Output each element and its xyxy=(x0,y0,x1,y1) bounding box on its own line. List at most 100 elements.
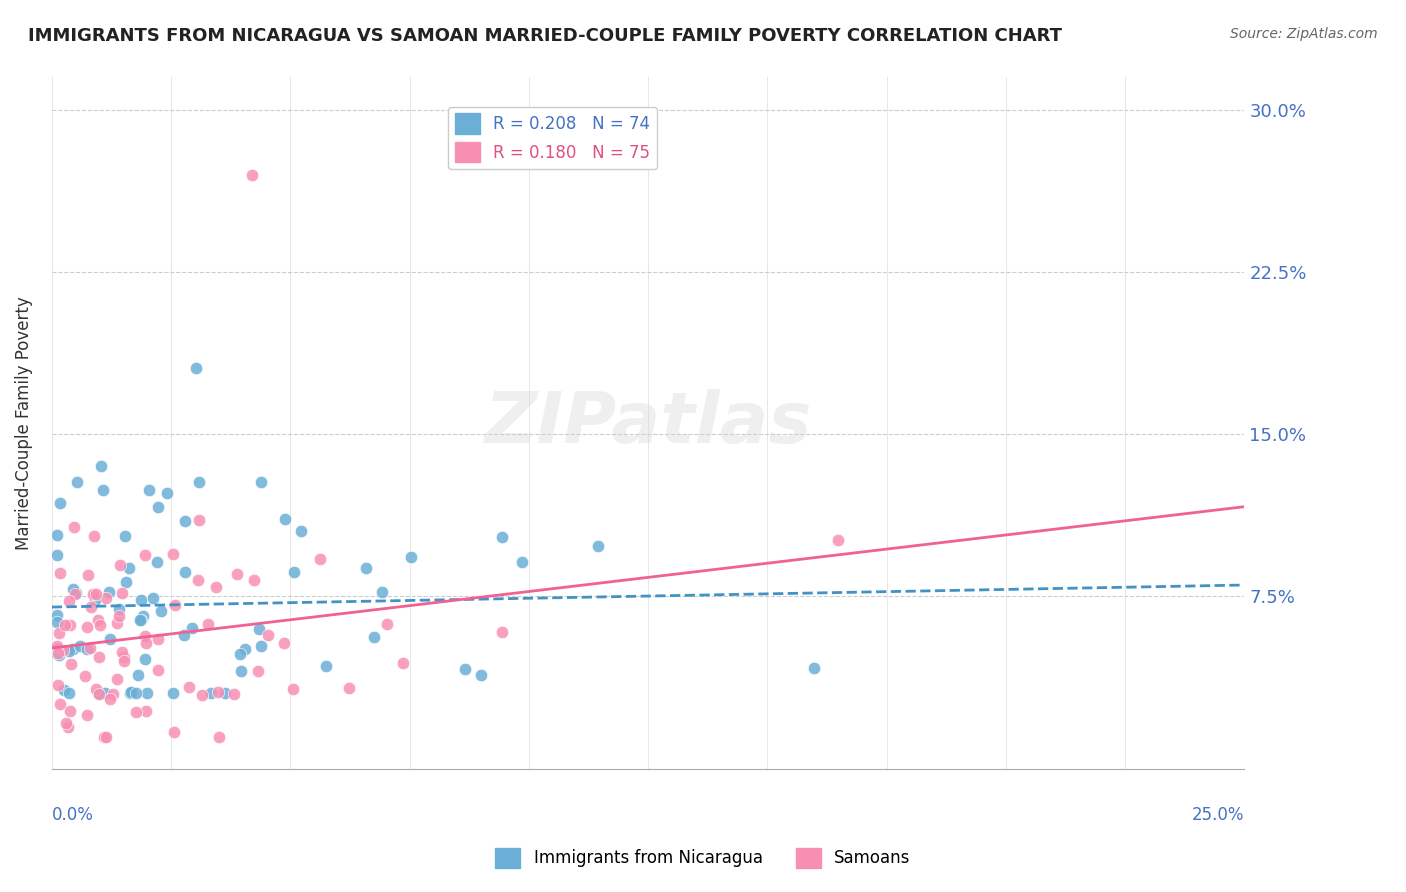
Point xyxy=(60,657,83,671)
Point xyxy=(250,475,273,490)
Point xyxy=(49,496,72,510)
Point xyxy=(82,587,104,601)
Point xyxy=(135,636,157,650)
Point xyxy=(79,641,101,656)
Point xyxy=(93,730,115,744)
Point xyxy=(94,591,117,605)
Point xyxy=(46,678,69,692)
Point xyxy=(179,680,201,694)
Point xyxy=(46,646,69,660)
Point xyxy=(273,635,295,649)
Point xyxy=(135,686,157,700)
Point xyxy=(249,639,271,653)
Text: ZIPatlas: ZIPatlas xyxy=(485,389,811,458)
Point xyxy=(132,609,155,624)
Point xyxy=(281,681,304,696)
Point xyxy=(337,681,360,695)
Point xyxy=(118,561,141,575)
Point xyxy=(315,659,337,673)
Point xyxy=(125,686,148,700)
Point xyxy=(454,662,477,676)
Point xyxy=(207,685,229,699)
Point xyxy=(107,601,129,615)
Point xyxy=(112,654,135,668)
Point xyxy=(55,716,77,731)
Point xyxy=(53,618,76,632)
Point xyxy=(97,585,120,599)
Point xyxy=(470,668,492,682)
Point xyxy=(127,668,149,682)
Point xyxy=(84,593,107,607)
Point xyxy=(375,616,398,631)
Point xyxy=(229,664,252,678)
Point xyxy=(134,628,156,642)
Point xyxy=(76,620,98,634)
Point xyxy=(204,580,226,594)
Point xyxy=(87,686,110,700)
Point xyxy=(45,640,67,654)
Legend: R = 0.208   N = 74, R = 0.180   N = 75: R = 0.208 N = 74, R = 0.180 N = 75 xyxy=(449,106,657,169)
Point xyxy=(391,657,413,671)
Point xyxy=(163,725,186,739)
Point xyxy=(105,616,128,631)
Point xyxy=(45,549,67,563)
Point xyxy=(98,692,121,706)
Point xyxy=(87,649,110,664)
Point xyxy=(208,730,231,744)
Point xyxy=(120,685,142,699)
Point xyxy=(115,574,138,589)
Point xyxy=(138,483,160,498)
Point xyxy=(156,486,179,500)
Point xyxy=(354,561,377,575)
Point xyxy=(197,616,219,631)
Text: 25.0%: 25.0% xyxy=(1192,805,1244,823)
Point xyxy=(510,555,533,569)
Point xyxy=(63,520,86,534)
Point xyxy=(89,618,111,632)
Point xyxy=(247,664,270,678)
Point xyxy=(52,642,75,657)
Point xyxy=(146,500,169,514)
Point xyxy=(371,585,394,599)
Point xyxy=(94,686,117,700)
Point xyxy=(84,587,107,601)
Point xyxy=(162,686,184,700)
Point xyxy=(83,528,105,542)
Y-axis label: Married-Couple Family Poverty: Married-Couple Family Poverty xyxy=(15,296,32,550)
Point xyxy=(49,698,72,712)
Point xyxy=(146,663,169,677)
Point xyxy=(98,632,121,646)
Point xyxy=(108,609,131,624)
Point xyxy=(229,647,252,661)
Point xyxy=(80,600,103,615)
Point xyxy=(48,566,70,581)
Point xyxy=(827,533,849,547)
Point xyxy=(96,730,118,744)
Point xyxy=(77,568,100,582)
Point xyxy=(87,687,110,701)
Point xyxy=(45,607,67,622)
Point xyxy=(257,628,280,642)
Text: Source: ZipAtlas.com: Source: ZipAtlas.com xyxy=(1230,27,1378,41)
Point xyxy=(76,642,98,657)
Point xyxy=(58,686,80,700)
Point xyxy=(174,514,197,528)
Point xyxy=(86,613,108,627)
Point xyxy=(188,513,211,527)
Point xyxy=(112,650,135,665)
Point xyxy=(283,565,305,579)
Point xyxy=(803,661,825,675)
Point xyxy=(101,687,124,701)
Point xyxy=(233,642,256,657)
Point xyxy=(134,548,156,562)
Point xyxy=(59,618,82,632)
Point xyxy=(200,686,222,700)
Point xyxy=(290,524,312,538)
Point xyxy=(48,648,70,662)
Point xyxy=(76,708,98,723)
Point xyxy=(173,628,195,642)
Point xyxy=(214,686,236,700)
Point xyxy=(240,168,263,182)
Point xyxy=(91,483,114,497)
Point xyxy=(125,705,148,719)
